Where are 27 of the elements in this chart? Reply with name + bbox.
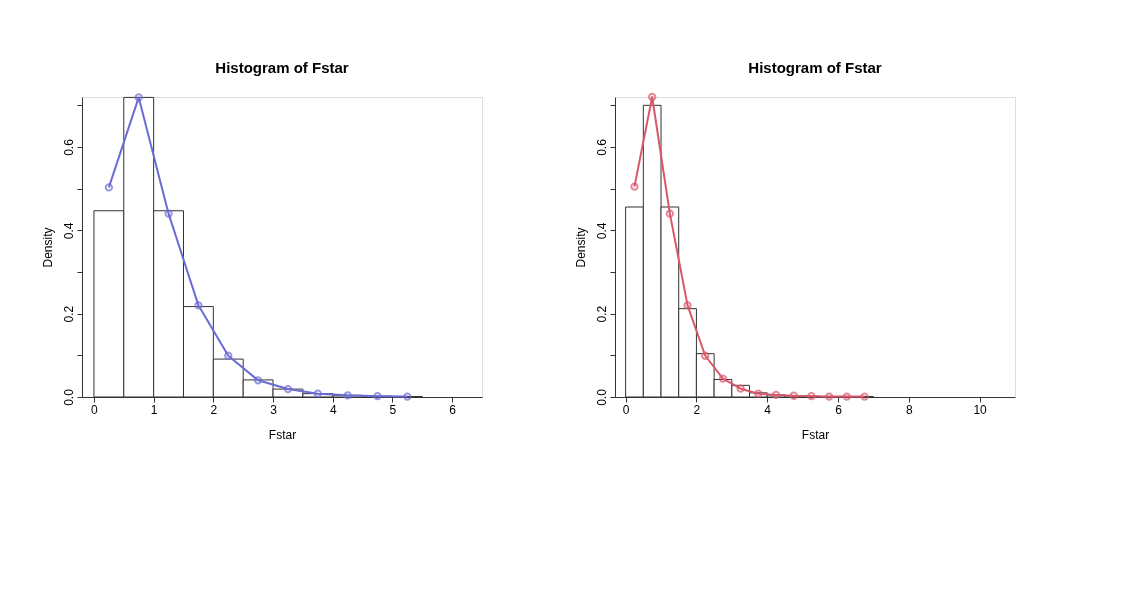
x-tick-label: 6 xyxy=(449,402,457,417)
y-tick-label: 0.2 xyxy=(594,305,609,323)
y-tick-label: 0.0 xyxy=(61,388,76,406)
x-tick-label: 2 xyxy=(210,402,218,417)
chart-title: Histogram of Fstar xyxy=(215,59,349,77)
x-tick-label: 2 xyxy=(693,402,701,417)
y-tick-label: 0.4 xyxy=(61,222,76,240)
x-tick-label: 10 xyxy=(973,402,988,417)
x-tick-label: 4 xyxy=(329,402,337,417)
y-tick-label: 0.2 xyxy=(61,305,76,323)
x-tick-label: 3 xyxy=(270,402,278,417)
y-axis-title: Density xyxy=(573,227,588,268)
x-tick-label: 5 xyxy=(389,402,397,417)
x-tick-label: 1 xyxy=(150,402,158,417)
y-tick-label: 0.0 xyxy=(594,388,609,406)
x-tick-label: 4 xyxy=(764,402,772,417)
x-axis-title: Fstar xyxy=(801,427,830,442)
y-tick-label: 0.4 xyxy=(594,222,609,240)
x-tick-label: 8 xyxy=(905,402,913,417)
x-tick-label: 0 xyxy=(91,402,99,417)
chart-title: Histogram of Fstar xyxy=(748,58,882,76)
x-tick-label: 6 xyxy=(835,402,843,417)
y-axis-title: Density xyxy=(40,227,55,268)
y-tick-label: 0.6 xyxy=(594,138,609,156)
x-tick-label: 0 xyxy=(622,402,630,417)
x-axis-title: Fstar xyxy=(268,427,297,442)
y-tick-label: 0.6 xyxy=(61,138,76,156)
